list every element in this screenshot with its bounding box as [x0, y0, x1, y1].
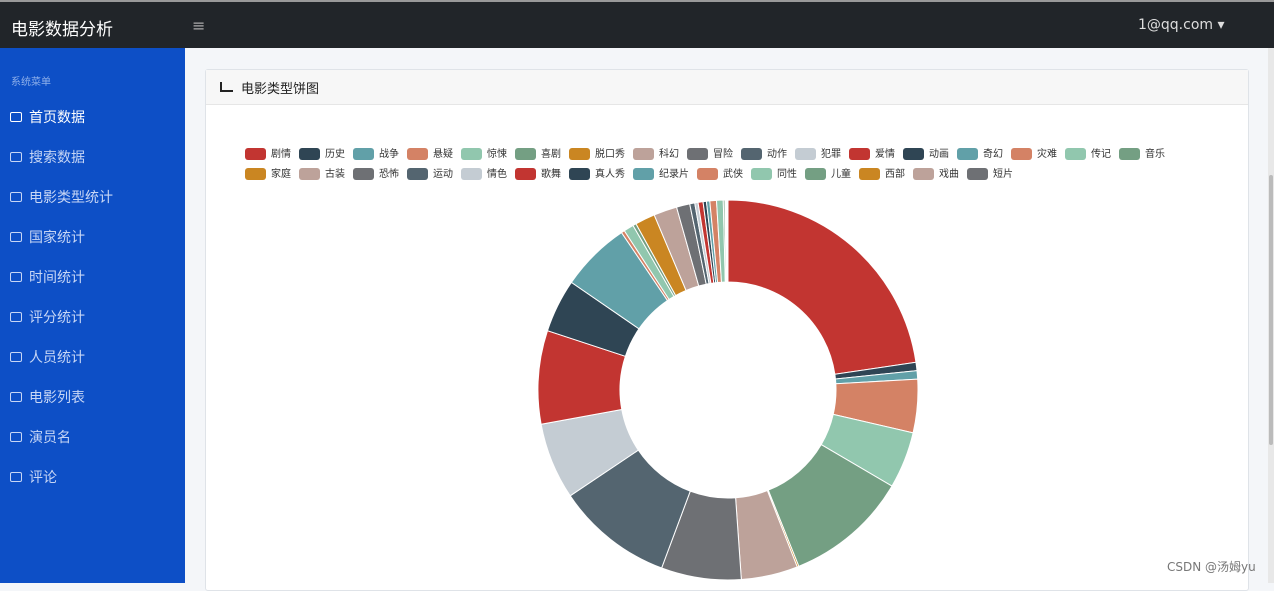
legend-label: 历史 — [325, 148, 345, 160]
legend-swatch — [633, 168, 654, 180]
legend-label: 同性 — [777, 167, 797, 180]
legend-label: 纪录片 — [659, 167, 689, 180]
menu-toggle[interactable]: ≡ — [192, 16, 206, 35]
legend-label: 动画 — [929, 148, 949, 160]
top-bar: 电影数据分析 ≡ 1@qq.com ▾ — [0, 0, 1274, 48]
legend-swatch — [1065, 148, 1086, 160]
menu-label[interactable]: 首页数据 — [29, 110, 85, 126]
legend-swatch — [1011, 148, 1032, 160]
card-title: 电影类型饼图 — [241, 81, 320, 97]
card-header: 电影类型饼图 — [206, 70, 1248, 105]
legend-label: 惊悚 — [487, 147, 507, 160]
menu-label[interactable]: 时间统计 — [29, 270, 85, 286]
legend-label: 恐怖 — [379, 167, 399, 180]
menu-label[interactable]: 电影类型统计 — [29, 190, 113, 206]
sidebar-heading: 系统菜单 — [11, 77, 51, 88]
menu-item[interactable]: 首页数据 — [10, 107, 85, 127]
legend-swatch — [461, 148, 482, 160]
legend-swatch — [515, 148, 536, 160]
menu-item[interactable]: 评分统计 — [10, 307, 85, 327]
scroll-thumb[interactable] — [1269, 175, 1273, 445]
legend-swatch — [515, 168, 536, 180]
legend-swatch — [913, 168, 934, 180]
legend-label: 真人秀 — [595, 167, 625, 180]
legend-label: 戏曲 — [939, 168, 959, 180]
legend-swatch — [353, 148, 374, 160]
legend-label: 剧情 — [271, 147, 291, 160]
legend-label: 儿童 — [831, 167, 851, 180]
legend-swatch — [697, 168, 718, 180]
legend-swatch — [687, 148, 708, 160]
user-menu[interactable]: 1@qq.com ▾ — [1138, 17, 1225, 33]
legend-swatch — [1119, 148, 1140, 160]
menu-item[interactable]: 电影类型统计 — [10, 187, 113, 207]
menu-item[interactable]: 评论 — [10, 467, 57, 487]
menu-item[interactable]: 时间统计 — [10, 267, 85, 287]
legend-swatch — [795, 148, 816, 160]
legend-swatch — [633, 148, 654, 160]
menu-item[interactable]: 搜索数据 — [10, 147, 85, 167]
legend-swatch — [569, 148, 590, 160]
menu-label[interactable]: 人员统计 — [29, 350, 85, 366]
legend-label: 运动 — [433, 168, 453, 180]
legend-label: 情色 — [487, 167, 507, 180]
legend-swatch — [903, 148, 924, 160]
legend-swatch — [569, 168, 590, 180]
legend-swatch — [967, 168, 988, 180]
menu-label[interactable]: 搜索数据 — [29, 150, 85, 166]
legend-label: 灾难 — [1037, 147, 1057, 160]
legend-label: 冒险 — [713, 147, 733, 160]
menu-label[interactable]: 演员名 — [29, 430, 71, 446]
legend-swatch — [407, 168, 428, 180]
legend-swatch — [849, 148, 870, 160]
menu-label[interactable]: 电影列表 — [29, 390, 85, 406]
pie-slice — [726, 199, 729, 283]
legend-label: 传记 — [1091, 148, 1111, 160]
menu-item[interactable]: 电影列表 — [10, 387, 85, 407]
menu-label[interactable]: 评分统计 — [29, 310, 85, 326]
brand[interactable]: 电影数据分析 — [11, 20, 113, 40]
legend-swatch — [859, 168, 880, 180]
legend-swatch — [805, 168, 826, 180]
legend-swatch — [407, 148, 428, 160]
card: 电影类型饼图 剧情 历史 战争 悬疑 惊悚 喜剧 脱口秀 科幻 冒险 动作 犯罪 爱情 动画 奇幻 灾难 传记… — [205, 69, 1249, 591]
menu-item[interactable]: 人员统计 — [10, 347, 85, 367]
menu-label[interactable]: 评论 — [29, 470, 57, 486]
watermark: CSDN @汤姆yu — [1167, 560, 1256, 574]
legend-swatch — [461, 168, 482, 180]
menu-item[interactable]: 国家统计 — [10, 227, 85, 247]
legend-swatch — [957, 148, 978, 160]
legend-label: 犯罪 — [821, 148, 841, 160]
legend-label: 家庭 — [271, 167, 291, 180]
legend-label: 短片 — [993, 167, 1013, 180]
menu-label[interactable]: 国家统计 — [29, 230, 85, 246]
legend-swatch — [299, 148, 320, 160]
legend-label: 西部 — [885, 167, 905, 180]
legend-label: 古装 — [325, 167, 345, 180]
user-name[interactable]: 1@qq.com — [1138, 17, 1214, 33]
sidebar: 系统菜单 首页数据搜索数据电影类型统计 国家统计时间统计评分统计人员统计电影列表演… — [0, 48, 185, 583]
legend-swatch — [245, 168, 266, 180]
pie-slice — [727, 199, 917, 375]
menu-item[interactable]: 演员名 — [10, 427, 71, 447]
legend-label: 武侠 — [723, 167, 743, 180]
legend-label: 悬疑 — [433, 148, 453, 160]
legend-label: 战争 — [379, 147, 399, 160]
legend-swatch — [299, 168, 320, 180]
legend-label: 科幻 — [659, 147, 679, 160]
legend-label: 奇幻 — [983, 147, 1003, 160]
legend-label: 脱口秀 — [595, 147, 625, 160]
legend-label: 音乐 — [1145, 147, 1165, 160]
legend-label: 爱情 — [875, 147, 895, 160]
legend-label: 喜剧 — [541, 147, 561, 160]
legend-swatch — [353, 168, 374, 180]
legend-swatch — [245, 148, 266, 160]
legend-label: 动作 — [767, 148, 787, 160]
legend-swatch — [741, 148, 762, 160]
legend-label: 歌舞 — [541, 167, 561, 180]
legend-swatch — [751, 168, 772, 180]
